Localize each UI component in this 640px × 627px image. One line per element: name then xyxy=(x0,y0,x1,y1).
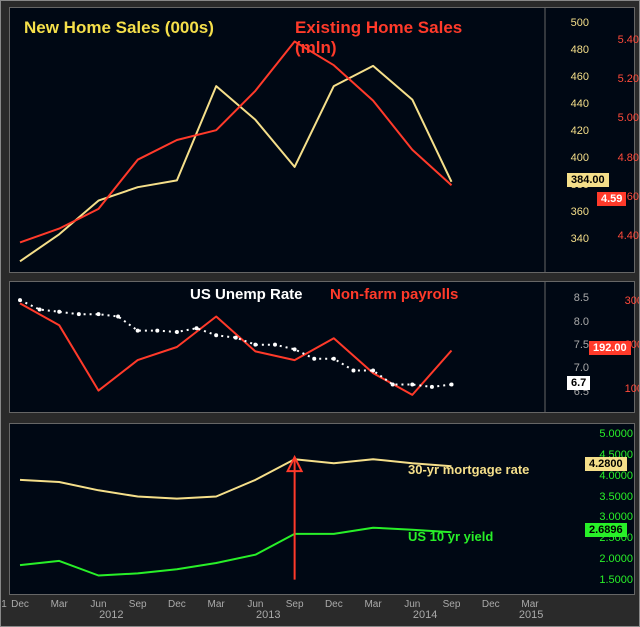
axis-tick: 500 xyxy=(541,17,589,29)
xaxis-tick: Dec xyxy=(11,599,29,610)
axis-tick: 100 xyxy=(595,383,640,395)
xaxis-tick: Dec xyxy=(482,599,500,610)
axis-tick: 7.0 xyxy=(541,362,589,374)
axis-tick: 4.0000 xyxy=(585,470,633,482)
axis-tick: 1.5000 xyxy=(585,574,633,586)
panel1-title-left: New Home Sales (000s) xyxy=(24,18,214,38)
xaxis-tick: Mar xyxy=(208,599,225,610)
panel2-title-left: US Unemp Rate xyxy=(190,286,303,303)
value-tag: 4.59 xyxy=(597,192,626,206)
value-tag: 2.6896 xyxy=(585,523,627,537)
xaxis-tick: Mar xyxy=(364,599,381,610)
chart-stage: New Home Sales (000s) Existing Home Sales… xyxy=(0,0,640,627)
panel3-label-mortgage: 30-yr mortgage rate xyxy=(408,462,529,477)
axis-tick: 3.5000 xyxy=(585,491,633,503)
panel3-label-10y: US 10 yr yield xyxy=(408,529,493,544)
axis-tick: 5.40 xyxy=(591,34,639,46)
axis-tick: 3.0000 xyxy=(585,511,633,523)
axis-tick: 300 xyxy=(595,295,640,307)
axis-tick: 400 xyxy=(541,152,589,164)
axis-tick: 5.20 xyxy=(591,73,639,85)
axis-tick: 8.0 xyxy=(541,316,589,328)
axis-tick: 2.0000 xyxy=(585,553,633,565)
axis-tick: 4.80 xyxy=(591,152,639,164)
chart-panel: 30-yr mortgage rateUS 10 yr yieldDecMarJ… xyxy=(9,423,635,595)
value-tag: 6.7 xyxy=(567,376,590,390)
xaxis-tick: Dec xyxy=(325,599,343,610)
axis-tick: 420 xyxy=(541,125,589,137)
axis-tick: 480 xyxy=(541,44,589,56)
value-tag: 4.2800 xyxy=(585,457,627,471)
value-tag: 192.00 xyxy=(589,341,631,355)
axis-tick: 460 xyxy=(541,71,589,83)
panel1-title-right: Existing Home Sales (mln) xyxy=(295,18,462,58)
axis-tick: 7.5 xyxy=(541,339,589,351)
axis-tick: 4.40 xyxy=(591,230,639,242)
xaxis-year: 2015 xyxy=(519,609,543,621)
xaxis-tick: Dec xyxy=(168,599,186,610)
xaxis-tick: Sep xyxy=(443,599,461,610)
xaxis-year: 2013 xyxy=(256,609,280,621)
xaxis-prefix: 1 xyxy=(1,599,7,610)
xaxis-tick: Mar xyxy=(51,599,68,610)
value-tag: 384.00 xyxy=(567,173,609,187)
axis-tick: 440 xyxy=(541,98,589,110)
xaxis-tick: Sep xyxy=(129,599,147,610)
axis-tick: 5.0000 xyxy=(585,428,633,440)
panel2-title-right: Non-farm payrolls xyxy=(330,286,458,303)
axis-tick: 360 xyxy=(541,206,589,218)
axis-tick: 8.5 xyxy=(541,292,589,304)
xaxis-tick: Sep xyxy=(286,599,304,610)
axis-tick: 340 xyxy=(541,233,589,245)
axis-tick: 5.00 xyxy=(591,112,639,124)
xaxis-year: 2012 xyxy=(99,609,123,621)
xaxis-year: 2014 xyxy=(413,609,437,621)
